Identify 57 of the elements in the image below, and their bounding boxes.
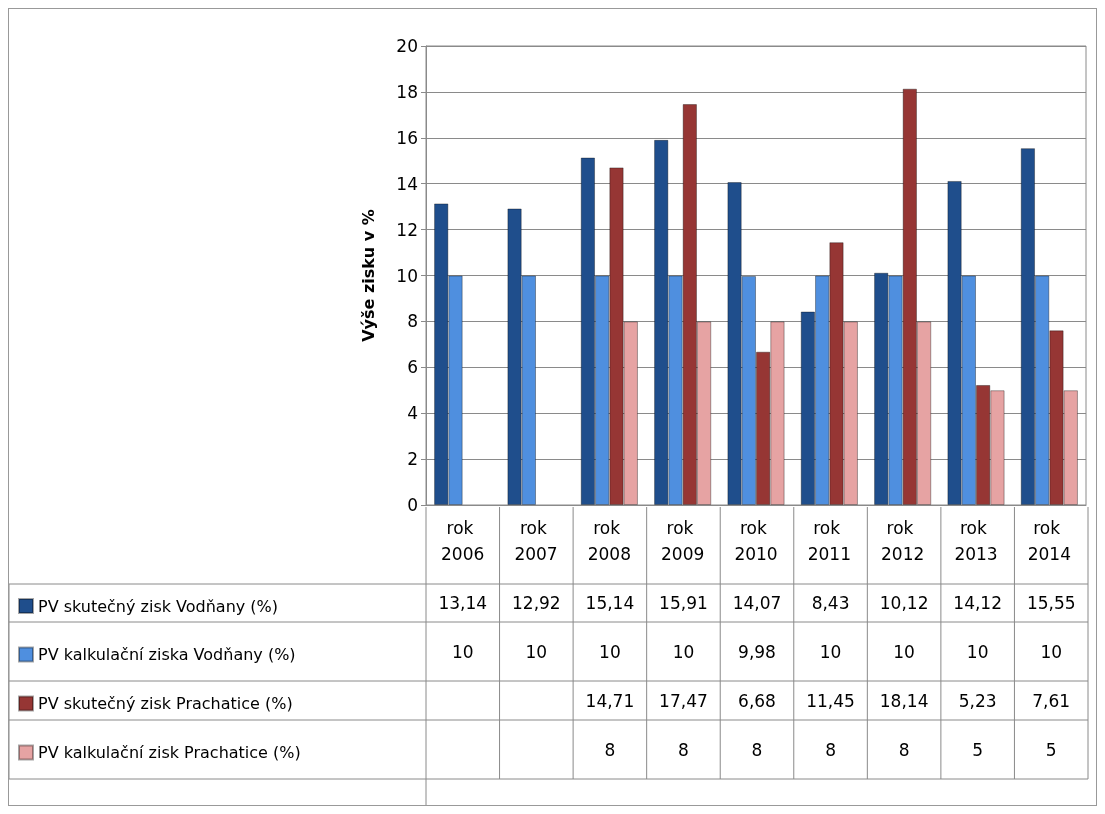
data-label: 18,14 [879,690,929,711]
data-label: 15,55 [1026,593,1076,613]
y-tick-label: 0 [407,495,418,515]
data-label: 8 [604,739,616,760]
y-tick-label: 20 [396,36,418,56]
data-label: 9,98 [738,641,776,662]
y-tick-label: 14 [396,173,418,194]
data-label: 8 [751,739,763,760]
data-label: 14,71 [585,690,635,711]
data-label: 13,14 [438,593,488,613]
y-axis-title: Výše zisku v % [358,209,378,342]
data-label: 10 [525,641,548,662]
data-label: 10 [451,641,474,662]
y-tick-label: 16 [396,127,418,148]
data-label: 10 [966,641,989,662]
y-tick-label: 2 [407,449,418,470]
x-tick-label: rok 2013 [954,518,998,564]
x-tick-label: rok 2009 [661,518,705,564]
data-label: 8 [678,739,689,760]
legend-label: PV skutečný zisk Prachatice (%) [38,694,293,713]
data-label: 5,23 [958,690,997,711]
data-label: 5 [972,739,984,760]
data-label: 10 [819,641,842,662]
data-label: 10 [893,641,915,662]
data-label: 8,43 [811,593,850,613]
data-label: 14,12 [953,593,1002,613]
data-label: 12,92 [512,593,561,613]
data-label: 10,12 [879,593,929,613]
x-tick-label: rok 2006 [441,518,485,564]
y-tick-label: 12 [396,219,418,240]
data-label: 6,68 [738,690,776,711]
y-tick-label: 4 [407,403,418,424]
legend-label: PV skutečný zisk Vodňany (%) [38,596,279,616]
data-label: 7,61 [1032,690,1071,711]
y-tick-label: 6 [407,357,418,378]
legend-label: PV kalkulační zisk Prachatice (%) [38,743,301,762]
legend-label: PV kalkulační ziska Vodňany (%) [38,645,296,664]
x-tick-label: rok 2010 [734,518,778,564]
x-tick-label: rok 2007 [514,518,558,564]
data-label: 15,14 [585,593,635,613]
x-tick-label: rok 2014 [1027,518,1071,564]
y-tick-label: 10 [396,265,418,286]
x-tick-label: rok 2012 [881,518,925,564]
data-label: 11,45 [806,690,855,711]
y-tick-label: 18 [396,81,418,102]
x-tick-label: rok 2011 [807,518,851,564]
data-label: 10 [672,641,695,662]
data-label: 8 [825,739,836,760]
data-label: 8 [898,739,910,760]
data-label: 15,91 [659,593,708,613]
data-label: 10 [599,641,621,662]
data-label: 14,07 [732,593,782,613]
data-label: 17,47 [659,690,708,711]
y-tick-label: 8 [407,311,418,332]
x-tick-label: rok 2008 [587,518,631,564]
data-label: 5 [1045,739,1057,760]
data-label: 10 [1040,641,1063,662]
